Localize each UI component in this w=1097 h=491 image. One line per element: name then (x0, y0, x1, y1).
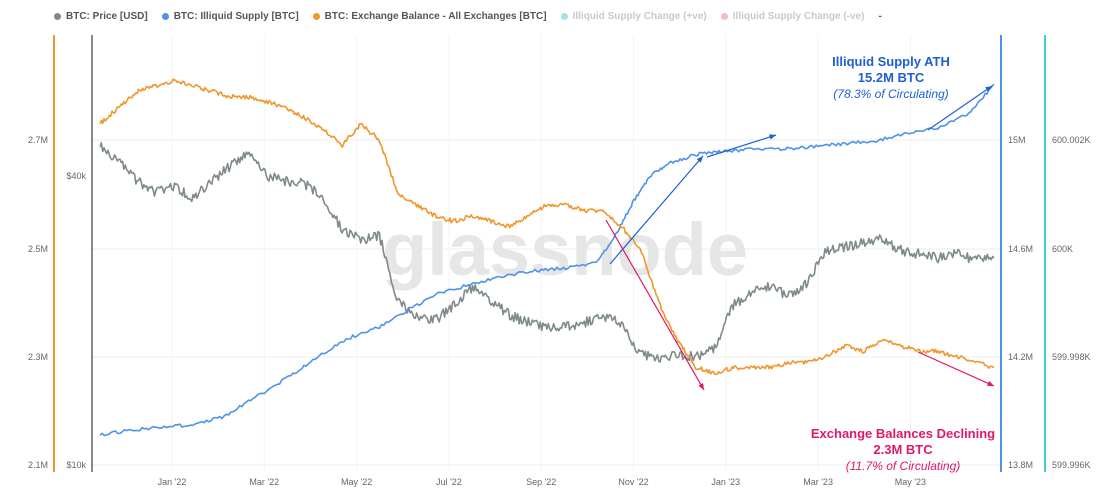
x-tick: Mar '23 (803, 477, 833, 487)
x-ticks: Jan '22 Mar '22 May '22 Jul '22 Sep '22 Nov '… (158, 477, 926, 487)
annotation-arrows (605, 85, 995, 391)
legend-label: BTC: Price [USD] (66, 11, 148, 22)
x-tick: Nov '22 (618, 477, 648, 487)
legend-item[interactable]: - (878, 11, 881, 22)
supply-change-tick: 599.996K (1052, 460, 1091, 470)
ath-arrow-head (696, 156, 703, 163)
supply-change-tick: 600.002K (1052, 135, 1091, 145)
series (99, 78, 995, 437)
legend-dot-icon (161, 13, 169, 20)
ath-arrow-head (769, 134, 776, 140)
legend-dot-icon (720, 13, 728, 20)
exchange-balance-tick: 2.7M (28, 135, 48, 145)
exchange-arrow (917, 351, 995, 387)
exchange-balance-tick: 2.3M (28, 352, 48, 362)
illiquid-supply-tick: 13.8M (1008, 460, 1033, 470)
exchange-title: Exchange Balances Declining (810, 426, 996, 441)
legend-dot-icon (560, 13, 568, 20)
exchange-balance-tick: 2.1M (28, 460, 48, 470)
legend-item[interactable]: Illiquid Supply Change (-ve) (720, 11, 865, 22)
ath-arrow (927, 85, 993, 131)
exchange-share: (11.7% of Circulating) (845, 459, 961, 473)
exchange-annotation: Exchange Balances Declining 2.3M BTC (11… (790, 426, 1016, 474)
axes: 2.7M 2.5M 2.3M 2.1M $40k $10k 15M 14.6M 14.2M 13.… (28, 35, 1091, 472)
legend-label: BTC: Illiquid Supply [BTC] (173, 11, 299, 22)
ath-arrow (609, 155, 704, 265)
x-tick: Jan '23 (711, 477, 740, 487)
x-tick: Sep '22 (526, 477, 556, 487)
ath-arrow (706, 134, 777, 158)
legend-item[interactable]: BTC: Illiquid Supply [BTC] (161, 11, 299, 22)
legend-label: Illiquid Supply Change (+ve) (572, 11, 707, 22)
ath-value: 15.2M BTC (857, 70, 925, 85)
legend-dot-icon (54, 13, 61, 20)
x-tick: Jan '22 (158, 477, 187, 487)
exchange-balance-tick: 2.5M (28, 244, 48, 254)
legend-item[interactable]: BTC: Price [USD] (54, 11, 148, 22)
supply-change-tick: 599.998K (1052, 352, 1091, 362)
legend-label: Illiquid Supply Change (-ve) (732, 11, 865, 22)
price-tick: $10k (66, 460, 86, 470)
illiquid-supply-tick: 14.2M (1008, 352, 1033, 362)
x-tick: May '22 (341, 477, 372, 487)
series-line (99, 142, 995, 363)
legend-dot-icon (312, 13, 320, 20)
chart-legend: BTC: Price [USD] BTC: Illiquid Supply [BT… (54, 11, 882, 22)
illiquid-supply-tick: 15M (1008, 135, 1026, 145)
legend-item[interactable]: BTC: Exchange Balance - All Exchanges [B… (312, 11, 547, 22)
x-tick: Mar '22 (249, 477, 279, 487)
price-tick: $40k (66, 171, 86, 181)
ath-share: (78.3% of Circulating) (833, 87, 949, 101)
exchange-arrow (605, 219, 705, 391)
supply-change-tick: 600K (1052, 244, 1073, 254)
ath-title: Illiquid Supply ATH (832, 54, 950, 69)
exchange-value: 2.3M BTC (873, 442, 933, 457)
ath-arrow-head (985, 86, 992, 92)
legend-label: BTC: Exchange Balance - All Exchanges [B… (324, 11, 547, 22)
x-tick: May '23 (895, 477, 926, 487)
ath-annotation: Illiquid Supply ATH 15.2M BTC (78.3% of … (806, 54, 976, 102)
series-line (99, 78, 995, 375)
x-tick: Jul '22 (436, 477, 462, 487)
legend-label: - (878, 11, 882, 22)
watermark: glassnode (382, 208, 748, 291)
exchange-arrow-head (987, 380, 994, 386)
series-line (99, 83, 995, 437)
legend-item[interactable]: Illiquid Supply Change (+ve) (560, 11, 707, 22)
exchange-arrow-head (698, 383, 704, 390)
illiquid-supply-tick: 14.6M (1008, 244, 1033, 254)
